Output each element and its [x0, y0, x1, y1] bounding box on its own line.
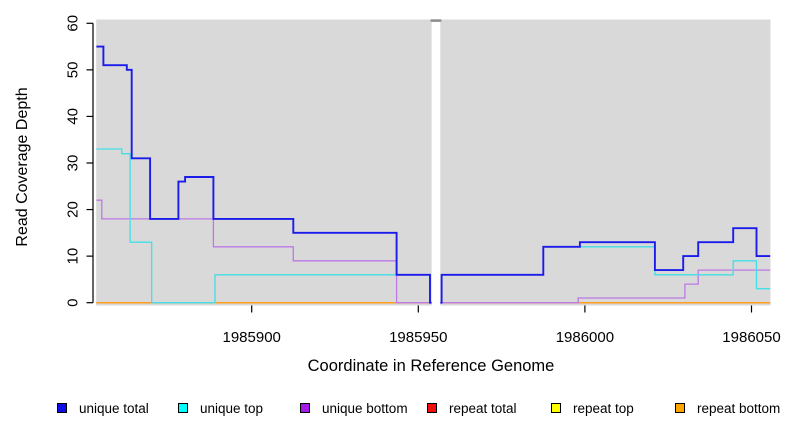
y-axis-label: Read Coverage Depth	[14, 87, 31, 246]
legend-label: repeat total	[449, 400, 517, 416]
y-tick-label: 10	[65, 248, 82, 265]
legend-label: unique bottom	[322, 400, 408, 416]
legend-swatch	[427, 403, 437, 413]
legend-item-repeat-top: repeat top	[551, 398, 634, 418]
y-tick-label: 0	[65, 299, 82, 307]
masked-region-cap	[430, 19, 442, 22]
legend-swatch	[551, 403, 561, 413]
legend-item-repeat-total: repeat total	[427, 398, 517, 418]
y-tick-label: 20	[65, 201, 82, 218]
legend-item-unique-total: unique total	[57, 398, 149, 418]
legend-item-unique-bottom: unique bottom	[300, 398, 408, 418]
series-line-unique-total	[96, 45, 771, 304]
legend-swatch	[300, 403, 310, 413]
y-tick-label: 60	[65, 15, 82, 32]
masked-region	[431, 20, 441, 306]
x-axis-label: Coordinate in Reference Genome	[308, 357, 555, 375]
x-tick-label: 1985900	[222, 329, 280, 346]
legend-swatch	[57, 403, 67, 413]
y-tick-label: 30	[65, 155, 82, 172]
legend-label: repeat bottom	[697, 400, 781, 416]
legend-label: unique top	[200, 400, 264, 416]
x-tick-label: 1985950	[389, 329, 447, 346]
legend-label: unique total	[79, 400, 149, 416]
x-tick-label: 1986000	[556, 329, 614, 346]
y-tick-label: 40	[65, 108, 82, 125]
legend: unique total unique top unique bottom repea…	[0, 398, 792, 424]
x-tick-label: 1986050	[722, 329, 780, 346]
legend-swatch	[178, 403, 188, 413]
y-tick-label: 50	[65, 62, 82, 79]
legend-item-unique-top: unique top	[178, 398, 263, 418]
legend-item-repeat-bottom: repeat bottom	[675, 398, 780, 418]
legend-swatch	[675, 403, 685, 413]
legend-label: repeat top	[573, 400, 634, 416]
